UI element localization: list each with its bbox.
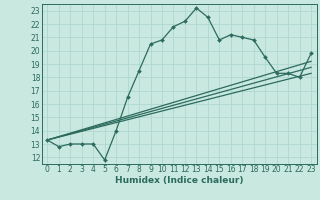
X-axis label: Humidex (Indice chaleur): Humidex (Indice chaleur) [115,176,244,185]
